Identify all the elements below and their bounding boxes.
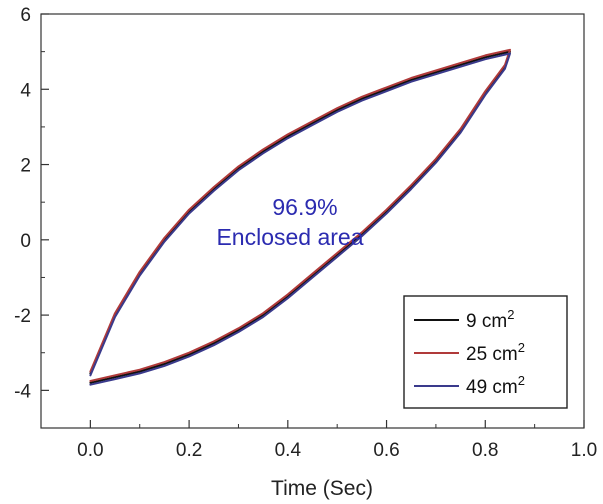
legend-label: 25 cm2 <box>466 340 525 365</box>
plot-frame <box>40 13 585 429</box>
annotation-percent: 96.9% <box>272 194 337 220</box>
series-line <box>89 48 511 382</box>
legend-label-superscript: 2 <box>507 307 514 322</box>
x-tick-label: 0.8 <box>472 440 498 461</box>
legend-label: 49 cm2 <box>466 373 525 398</box>
y-tick-label: 4 <box>20 80 31 101</box>
x-tick-label: 0.0 <box>77 440 103 461</box>
legend-label-superscript: 2 <box>518 340 525 355</box>
series-layer <box>89 48 511 386</box>
series-line <box>89 52 511 386</box>
y-tick-label: -4 <box>14 381 31 402</box>
axis-ticks: 0.0 0.2 0.4 0.6 0.8 1.0 -4 -2 0 2 4 6 <box>14 5 597 461</box>
legend-label: 9 cm2 <box>466 307 514 332</box>
legend-label-superscript: 2 <box>518 373 525 388</box>
x-tick-label: 1.0 <box>571 440 597 461</box>
legend: 9 cm2 25 cm2 49 cm2 <box>403 295 568 409</box>
annotation-label: Enclosed area <box>216 224 363 250</box>
y-tick-label: -2 <box>14 306 31 327</box>
x-axis-title: Time (Sec) <box>271 477 373 500</box>
y-tick-label: 0 <box>20 231 31 252</box>
x-tick-label: 0.2 <box>176 440 202 461</box>
x-tick-label: 0.4 <box>275 440 302 461</box>
y-tick-label: 2 <box>20 156 31 177</box>
x-tick-label: 0.6 <box>373 440 399 461</box>
y-tick-label: 6 <box>20 5 31 26</box>
